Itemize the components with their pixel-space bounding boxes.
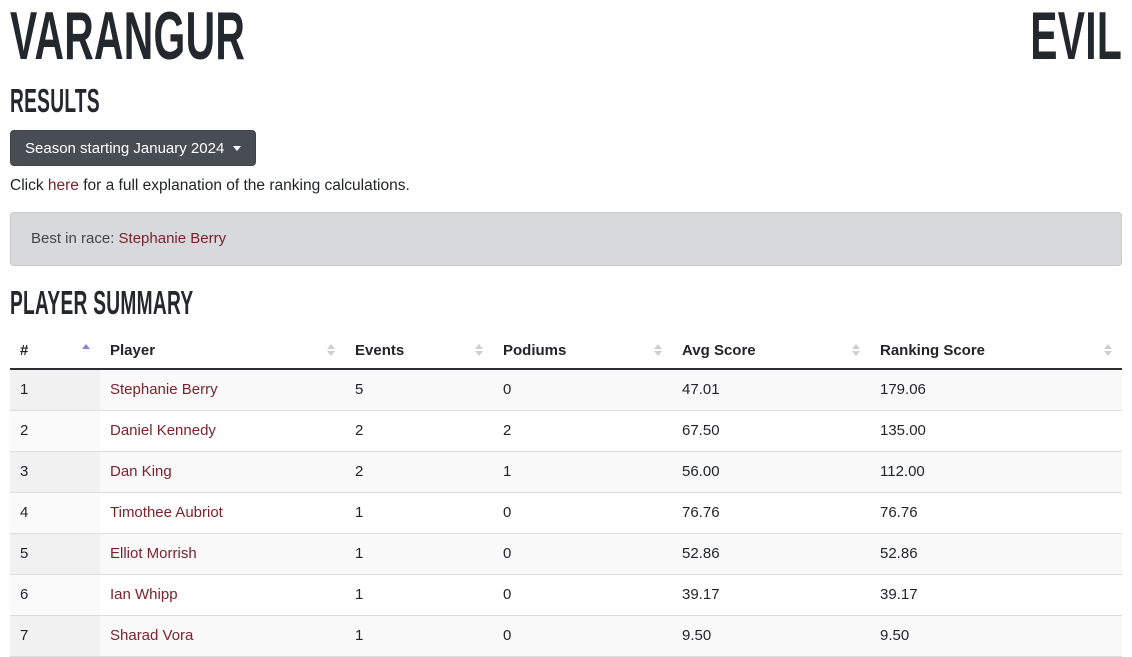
- ranking-score-cell: 9.50: [870, 615, 1122, 657]
- column-header-events-label: Events: [355, 341, 405, 359]
- events-cell: 1: [345, 492, 493, 534]
- table-row: 6 Ian Whipp 1 0 39.17 39.17: [10, 574, 1122, 616]
- player-summary-table: # Player Events: [10, 332, 1122, 657]
- player-cell: Daniel Kennedy: [100, 410, 345, 452]
- header-right-title: EVIL: [1030, 0, 1122, 74]
- player-link[interactable]: Ian Whipp: [110, 586, 178, 603]
- player-cell: Timothee Aubriot: [100, 492, 345, 534]
- results-heading-wrap: RESULTS: [10, 84, 1122, 118]
- avg-score-cell: 47.01: [672, 369, 870, 411]
- avg-score-cell: 56.00: [672, 451, 870, 493]
- column-header-rank[interactable]: #: [10, 332, 100, 370]
- table-row: 1 Stephanie Berry 5 0 47.01 179.06: [10, 369, 1122, 411]
- site-header: VARANGUR EVIL: [10, 2, 1122, 70]
- avg-score-cell: 76.76: [672, 492, 870, 534]
- results-heading: RESULTS: [10, 82, 100, 119]
- table-row: 4 Timothee Aubriot 1 0 76.76 76.76: [10, 492, 1122, 534]
- player-link[interactable]: Sharad Vora: [110, 627, 194, 644]
- sort-both-icon: [852, 344, 860, 356]
- sort-both-icon: [1104, 344, 1112, 356]
- rank-cell: 7: [10, 615, 100, 657]
- column-header-avg-score[interactable]: Avg Score: [672, 332, 870, 370]
- best-in-race-player-link[interactable]: Stephanie Berry: [118, 230, 227, 247]
- player-cell: Dan King: [100, 451, 345, 493]
- player-cell: Stephanie Berry: [100, 369, 345, 411]
- player-link[interactable]: Stephanie Berry: [110, 381, 218, 399]
- column-header-podiums-label: Podiums: [503, 341, 567, 359]
- avg-score-cell: 67.50: [672, 410, 870, 452]
- best-in-race-label: Best in race:: [31, 230, 119, 247]
- sort-both-icon: [327, 344, 335, 356]
- season-dropdown-label: Season starting January 2024: [25, 139, 225, 157]
- rank-cell: 6: [10, 574, 100, 616]
- column-header-events[interactable]: Events: [345, 332, 493, 370]
- podiums-cell: 0: [493, 492, 672, 534]
- explanation-prefix: Click: [10, 177, 48, 194]
- player-cell: Ian Whipp: [100, 574, 345, 616]
- rank-cell: 4: [10, 492, 100, 534]
- player-summary-heading-wrap: PLAYER SUMMARY: [10, 286, 1122, 320]
- rank-cell: 2: [10, 410, 100, 452]
- player-link[interactable]: Elliot Morrish: [110, 545, 197, 562]
- player-cell: Elliot Morrish: [100, 533, 345, 575]
- ranking-score-cell: 135.00: [870, 410, 1122, 452]
- podiums-cell: 0: [493, 615, 672, 657]
- column-header-ranking-score[interactable]: Ranking Score: [870, 332, 1122, 370]
- sort-both-icon: [654, 344, 662, 356]
- explanation-text: Click here for a full explanation of the…: [10, 176, 1122, 196]
- column-header-ranking-score-label: Ranking Score: [880, 341, 986, 359]
- avg-score-cell: 52.86: [672, 533, 870, 575]
- column-header-avg-score-label: Avg Score: [682, 341, 756, 359]
- rank-cell: 3: [10, 451, 100, 493]
- ranking-score-cell: 76.76: [870, 492, 1122, 534]
- ranking-score-cell: 112.00: [870, 451, 1122, 493]
- site-title-wrap: VARANGUR: [10, 2, 402, 70]
- podiums-cell: 0: [493, 369, 672, 411]
- ranking-score-cell: 52.86: [870, 533, 1122, 575]
- events-cell: 5: [345, 369, 493, 411]
- column-header-player[interactable]: Player: [100, 332, 345, 370]
- events-cell: 2: [345, 410, 493, 452]
- events-cell: 1: [345, 615, 493, 657]
- sort-ascending-icon: [82, 344, 90, 356]
- best-in-race-alert: Best in race: Stephanie Berry: [10, 212, 1122, 266]
- events-cell: 1: [345, 574, 493, 616]
- table-row: 5 Elliot Morrish 1 0 52.86 52.86: [10, 533, 1122, 575]
- avg-score-cell: 9.50: [672, 615, 870, 657]
- column-header-player-label: Player: [110, 341, 156, 359]
- table-row: 3 Dan King 2 1 56.00 112.00: [10, 451, 1122, 493]
- header-right-title-wrap: EVIL: [969, 2, 1122, 70]
- explanation-suffix: for a full explanation of the ranking ca…: [78, 177, 410, 194]
- caret-down-icon: [233, 145, 242, 151]
- ranking-score-cell: 179.06: [870, 369, 1122, 411]
- column-header-rank-label: #: [20, 341, 29, 359]
- player-link[interactable]: Timothee Aubriot: [110, 504, 223, 521]
- rank-cell: 5: [10, 533, 100, 575]
- season-dropdown-button[interactable]: Season starting January 2024: [10, 130, 257, 166]
- explanation-link[interactable]: here: [47, 177, 79, 194]
- ranking-score-cell: 39.17: [870, 574, 1122, 616]
- player-link[interactable]: Daniel Kennedy: [110, 422, 216, 439]
- events-cell: 2: [345, 451, 493, 493]
- site-title: VARANGUR: [10, 0, 246, 74]
- table-row: 7 Sharad Vora 1 0 9.50 9.50: [10, 615, 1122, 657]
- podiums-cell: 0: [493, 533, 672, 575]
- podiums-cell: 2: [493, 410, 672, 452]
- player-link[interactable]: Dan King: [110, 463, 172, 480]
- sort-both-icon: [475, 344, 483, 356]
- avg-score-cell: 39.17: [672, 574, 870, 616]
- player-cell: Sharad Vora: [100, 615, 345, 657]
- podiums-cell: 1: [493, 451, 672, 493]
- table-row: 2 Daniel Kennedy 2 2 67.50 135.00: [10, 410, 1122, 452]
- events-cell: 1: [345, 533, 493, 575]
- podiums-cell: 0: [493, 574, 672, 616]
- player-summary-heading: PLAYER SUMMARY: [10, 284, 194, 321]
- table-header-row: # Player Events: [10, 332, 1122, 370]
- rank-cell: 1: [10, 369, 100, 411]
- column-header-podiums[interactable]: Podiums: [493, 332, 672, 370]
